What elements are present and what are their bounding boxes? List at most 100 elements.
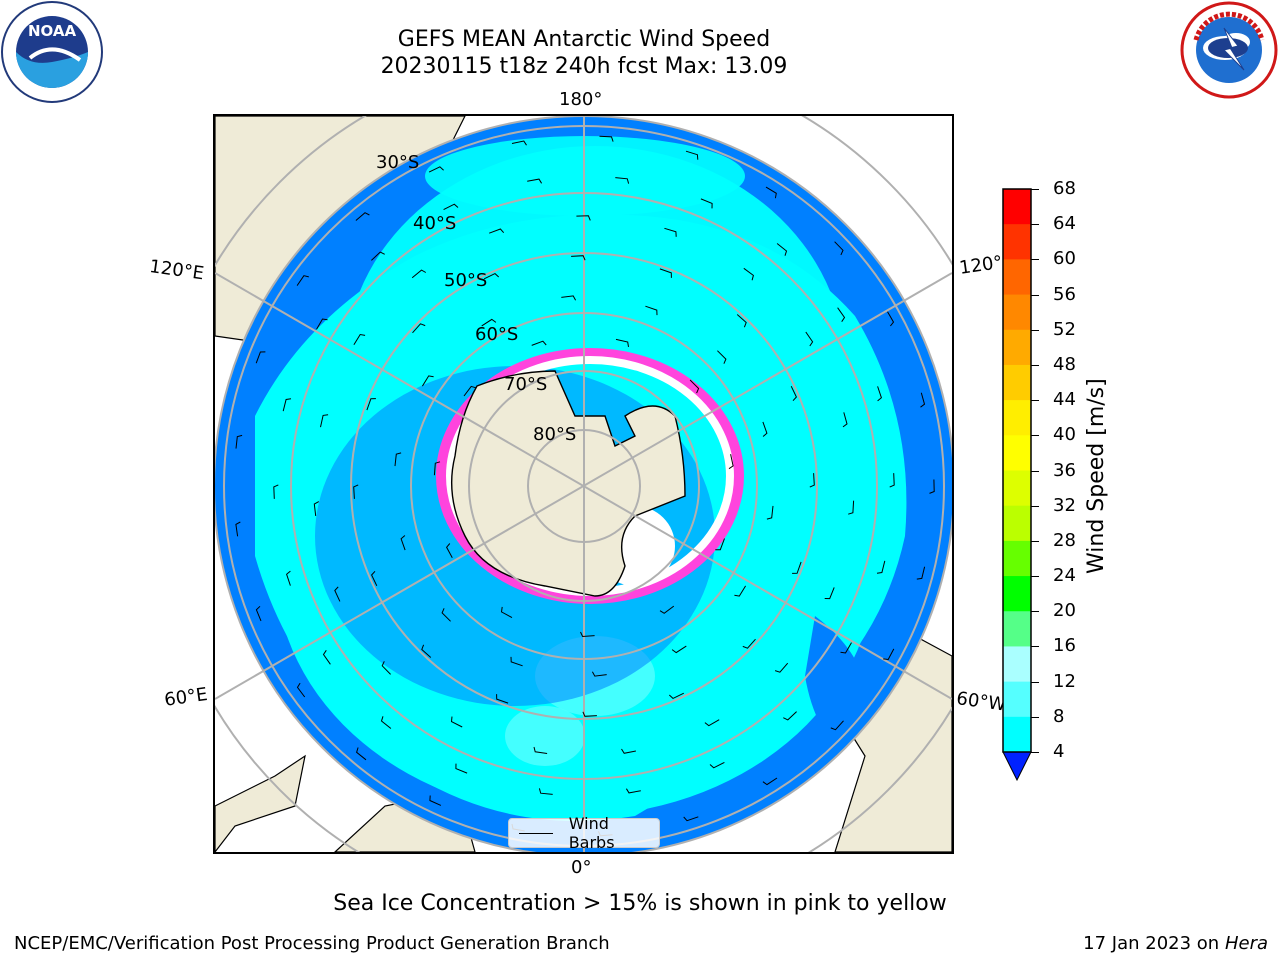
colorbar-tick-label: 56 (1053, 283, 1076, 305)
wind-barb (463, 385, 477, 397)
wind-barb (837, 307, 846, 322)
colorbar-segment (1003, 505, 1031, 542)
colorbar-segment (1003, 364, 1031, 401)
lon-label-120e: 120°E (148, 256, 206, 285)
wind-barb (704, 719, 720, 727)
wind-barb (591, 671, 607, 677)
colorbar-tick-label: 44 (1053, 389, 1076, 411)
wind-barb (805, 331, 814, 347)
wind-barb (450, 716, 463, 728)
wind-barb (580, 631, 595, 638)
wind-barb (809, 473, 815, 488)
footer-date-text: 17 Jan 2023 on (1083, 933, 1225, 954)
colorbar-segment (1003, 611, 1031, 647)
colorbar-tick-mark (1031, 540, 1039, 542)
lat-label-80s: 80°S (533, 424, 577, 445)
wind-barb (743, 267, 754, 281)
colorbar-tick-mark (1031, 611, 1039, 613)
wind-barb (316, 318, 328, 330)
colorbar-segment (1003, 646, 1031, 683)
antarctica-land (451, 370, 686, 597)
nws-logo (1180, 1, 1278, 99)
colorbar-segment (1003, 470, 1031, 507)
longitude-gridlines (215, 116, 952, 852)
colorbar-tick-mark (1031, 646, 1039, 648)
colorbar-tick-label: 64 (1053, 213, 1076, 235)
wind-barb (433, 461, 441, 476)
footer-host: Hera (1224, 933, 1268, 954)
colorbar-segment (1003, 189, 1031, 225)
wind-barb (762, 421, 768, 437)
wind-barb (235, 434, 243, 449)
colorbar-extend-arrow (1002, 751, 1032, 782)
wind-barb (889, 473, 895, 488)
wind-barb (765, 186, 777, 199)
wind-barb (286, 570, 291, 586)
wind-barb (296, 682, 306, 698)
lat-label-30s: 30°S (376, 152, 420, 173)
colorbar-tick-label: 8 (1053, 705, 1065, 727)
wind-barb (355, 212, 370, 221)
wind-barb (783, 711, 797, 721)
wind-barb (920, 392, 926, 408)
wind-barb (353, 484, 359, 499)
map-panel (213, 114, 954, 854)
colorbar-segment (1003, 540, 1031, 577)
wind-barb (582, 711, 597, 717)
wind-barb (313, 501, 320, 516)
footer-credit: NCEP/EMC/Verification Post Processing Pr… (14, 933, 610, 954)
madagascar-land (215, 754, 306, 852)
wind-barb (689, 379, 700, 394)
map-title: GEFS MEAN Antarctic Wind Speed (397, 27, 771, 52)
wind-barb (412, 323, 426, 334)
wind-barb (421, 644, 432, 658)
wind-barb (455, 763, 468, 774)
wind-barb (255, 605, 262, 622)
wind-barb (742, 638, 756, 649)
colorbar-segment (1003, 681, 1031, 718)
wind-barb (531, 340, 547, 346)
lat-label-70s: 70°S (504, 374, 548, 395)
colorbar-tick-label: 48 (1053, 353, 1076, 375)
wind-barb (668, 692, 685, 699)
sea-ice-edge (436, 348, 744, 604)
colorbar-tick-mark (1031, 470, 1039, 472)
wind-barb (296, 275, 309, 286)
wind-barb (500, 606, 513, 619)
footer-date: 17 Jan 2023 on Hera (1083, 933, 1268, 954)
wind-barb (774, 662, 789, 673)
colorbar-tick-label: 32 (1053, 494, 1076, 516)
wind-barb (576, 215, 591, 221)
wind-barbs (235, 135, 935, 837)
colorbar-segment (1003, 224, 1031, 260)
colorbar-segment (1003, 716, 1031, 753)
wind-barb (527, 178, 543, 184)
colorbar-tick-label: 52 (1053, 318, 1076, 340)
lat-label-40s: 40°S (413, 213, 457, 234)
wind-barb (320, 414, 329, 428)
wind-barb (366, 398, 376, 411)
colorbar-segment (1003, 435, 1031, 471)
wind-barb (736, 314, 747, 328)
map-subtitle: 20230115 t18z 240h fcst Max: 13.09 (380, 54, 788, 79)
colorbar-tick-mark (1031, 329, 1039, 331)
wind-barb (411, 269, 427, 279)
wind-barb (683, 816, 699, 822)
wind-barb (381, 661, 391, 675)
wind-barb (489, 228, 505, 234)
colorbar-tick-label: 28 (1053, 529, 1076, 551)
wind-barb (255, 351, 266, 364)
colorbar-tick-label: 40 (1053, 424, 1076, 446)
wind-barb (533, 746, 548, 754)
wind-barb (322, 650, 331, 665)
colorbar-tick-mark (1031, 716, 1039, 718)
wind-barb (848, 500, 855, 515)
wind-barb (659, 605, 675, 614)
wind-barb (561, 295, 577, 301)
wind-barb-legend-line (519, 832, 553, 834)
colorbar-tick-label: 68 (1053, 178, 1076, 199)
colorbar-segment (1003, 400, 1031, 436)
wind-barb (445, 543, 453, 559)
wind-barb (671, 645, 687, 654)
wind-barb (394, 452, 402, 467)
